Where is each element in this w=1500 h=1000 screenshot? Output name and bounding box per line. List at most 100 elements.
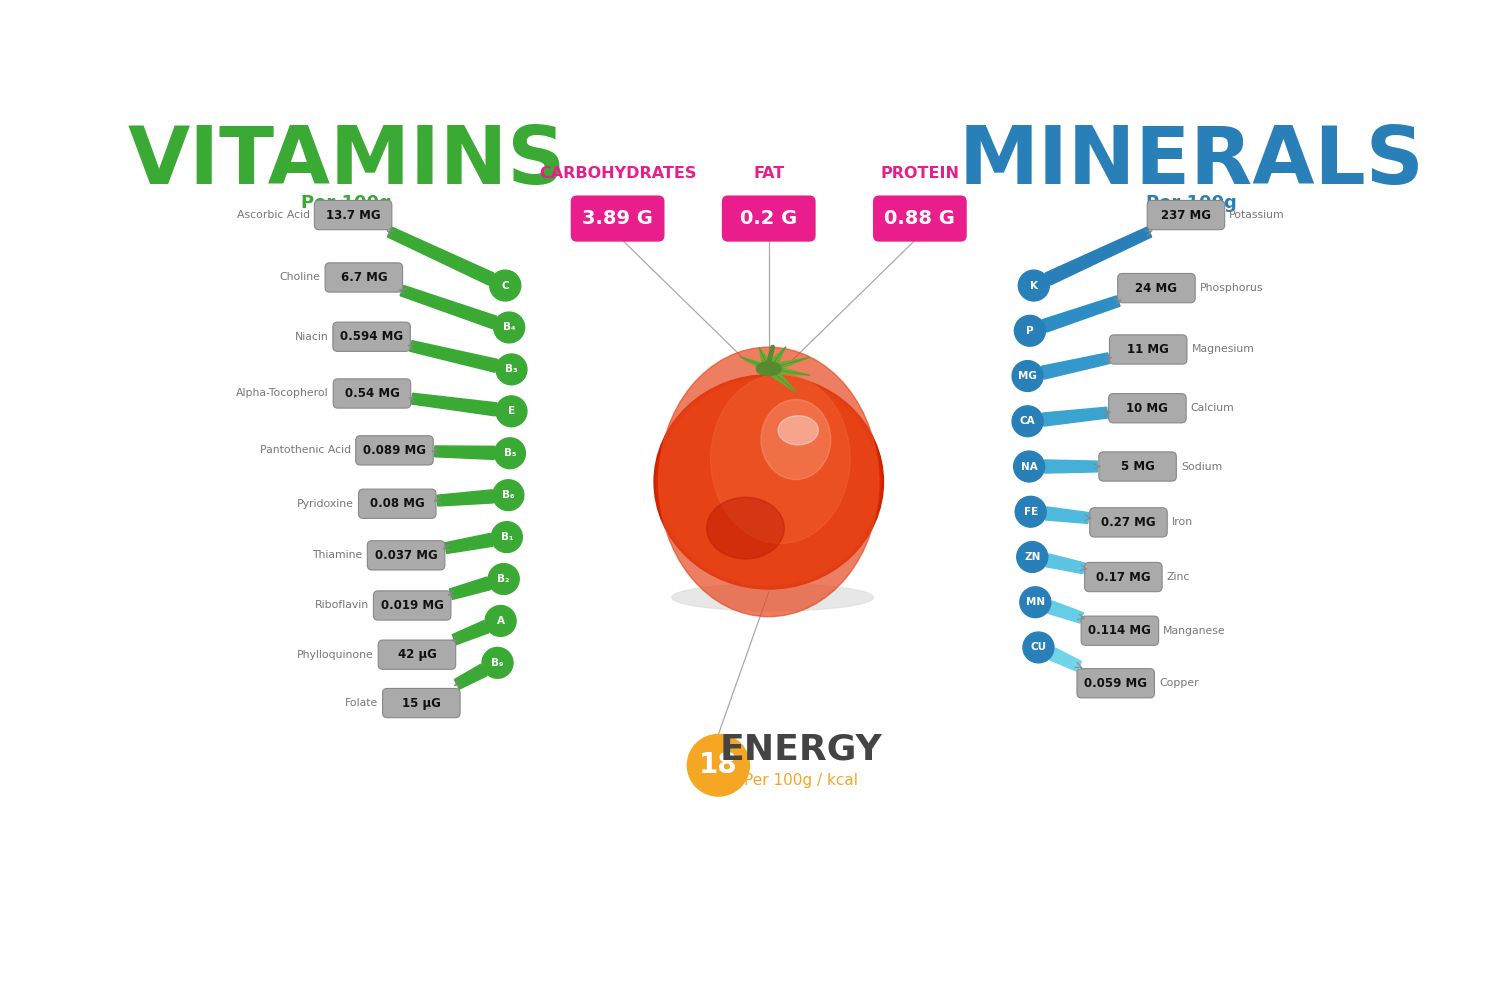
Ellipse shape — [657, 377, 880, 587]
Polygon shape — [772, 357, 810, 370]
Text: C: C — [501, 281, 509, 291]
Circle shape — [1013, 406, 1042, 437]
Text: ENERGY: ENERGY — [720, 733, 882, 767]
FancyBboxPatch shape — [382, 688, 460, 718]
Text: 0.089 MG: 0.089 MG — [363, 444, 426, 457]
Text: CARBOHYDRATES: CARBOHYDRATES — [538, 166, 696, 181]
Text: NA: NA — [1022, 462, 1038, 472]
Polygon shape — [454, 664, 488, 689]
Polygon shape — [759, 347, 771, 366]
Circle shape — [488, 564, 519, 594]
Polygon shape — [766, 347, 786, 367]
Circle shape — [489, 270, 520, 301]
Circle shape — [1023, 632, 1054, 663]
Circle shape — [687, 734, 750, 796]
Text: B₉: B₉ — [490, 658, 504, 668]
Ellipse shape — [658, 347, 879, 617]
Text: Choline: Choline — [279, 272, 321, 282]
Ellipse shape — [706, 497, 785, 559]
Polygon shape — [774, 367, 810, 375]
FancyBboxPatch shape — [570, 195, 664, 242]
Text: FAT: FAT — [753, 166, 784, 181]
Circle shape — [484, 606, 516, 636]
Text: E: E — [509, 406, 515, 416]
Text: B₃: B₃ — [506, 364, 518, 374]
FancyBboxPatch shape — [722, 195, 816, 242]
Circle shape — [482, 647, 513, 678]
Text: Iron: Iron — [1172, 517, 1192, 527]
Polygon shape — [435, 446, 495, 459]
Text: Per 100g: Per 100g — [302, 194, 392, 212]
Text: 6.7 MG: 6.7 MG — [340, 271, 387, 284]
Text: 42 μG: 42 μG — [398, 648, 436, 661]
Polygon shape — [1042, 407, 1108, 426]
Text: 0.2 G: 0.2 G — [740, 209, 798, 228]
Text: Pantothenic Acid: Pantothenic Acid — [260, 445, 351, 455]
Text: 13.7 MG: 13.7 MG — [326, 209, 381, 222]
Text: Per 100g: Per 100g — [1146, 194, 1236, 212]
Text: 18: 18 — [699, 751, 738, 779]
Ellipse shape — [711, 374, 850, 544]
Text: 0.08 MG: 0.08 MG — [370, 497, 424, 510]
Polygon shape — [452, 621, 489, 645]
FancyBboxPatch shape — [873, 195, 968, 242]
Ellipse shape — [658, 379, 879, 585]
Circle shape — [494, 480, 524, 511]
Ellipse shape — [672, 584, 873, 611]
Polygon shape — [400, 285, 496, 329]
Polygon shape — [1042, 296, 1120, 332]
Text: PROTEIN: PROTEIN — [880, 166, 960, 181]
Ellipse shape — [778, 416, 819, 445]
Text: CU: CU — [1030, 642, 1047, 652]
Text: Zinc: Zinc — [1167, 572, 1190, 582]
Text: B₄: B₄ — [503, 322, 516, 332]
Circle shape — [492, 522, 522, 552]
Text: MINERALS: MINERALS — [958, 123, 1424, 201]
Text: Riboflavin: Riboflavin — [315, 600, 369, 610]
FancyBboxPatch shape — [1148, 200, 1224, 230]
Circle shape — [494, 312, 525, 343]
FancyBboxPatch shape — [333, 379, 411, 408]
Polygon shape — [1046, 507, 1089, 523]
Text: 3.89 G: 3.89 G — [582, 209, 652, 228]
FancyBboxPatch shape — [1118, 273, 1196, 303]
Text: Per 100g / kcal: Per 100g / kcal — [744, 773, 858, 788]
Text: 0.17 MG: 0.17 MG — [1096, 571, 1150, 584]
Text: 237 MG: 237 MG — [1161, 209, 1210, 222]
Polygon shape — [740, 357, 766, 369]
Circle shape — [1013, 361, 1042, 391]
Polygon shape — [446, 533, 492, 553]
Text: Alpha-Tocopherol: Alpha-Tocopherol — [236, 388, 328, 398]
Text: MG: MG — [1019, 371, 1036, 381]
Text: 11 MG: 11 MG — [1128, 343, 1168, 356]
Text: 24 MG: 24 MG — [1136, 282, 1178, 295]
Ellipse shape — [760, 400, 831, 480]
Text: 0.037 MG: 0.037 MG — [375, 549, 438, 562]
Circle shape — [496, 354, 526, 385]
Text: Copper: Copper — [1160, 678, 1198, 688]
FancyBboxPatch shape — [374, 591, 452, 620]
Text: 0.27 MG: 0.27 MG — [1101, 516, 1156, 529]
Polygon shape — [1050, 648, 1082, 671]
FancyBboxPatch shape — [1082, 616, 1158, 645]
Text: B₂: B₂ — [498, 574, 510, 584]
Text: B₁: B₁ — [501, 532, 513, 542]
FancyBboxPatch shape — [356, 436, 434, 465]
Text: VITAMINS: VITAMINS — [128, 123, 566, 201]
Text: B₅: B₅ — [504, 448, 516, 458]
Circle shape — [1019, 270, 1050, 301]
Circle shape — [1014, 451, 1044, 482]
Text: CA: CA — [1020, 416, 1035, 426]
Circle shape — [1017, 542, 1047, 572]
Circle shape — [1016, 496, 1046, 527]
FancyBboxPatch shape — [358, 489, 436, 518]
Text: Calcium: Calcium — [1191, 403, 1234, 413]
Text: 0.019 MG: 0.019 MG — [381, 599, 444, 612]
Text: ZN: ZN — [1024, 552, 1041, 562]
Text: B₆: B₆ — [503, 490, 515, 500]
Text: 0.88 G: 0.88 G — [885, 209, 956, 228]
Text: 15 μG: 15 μG — [402, 697, 441, 710]
Text: Phosphorus: Phosphorus — [1200, 283, 1263, 293]
Polygon shape — [768, 370, 796, 392]
Text: 5 MG: 5 MG — [1120, 460, 1155, 473]
